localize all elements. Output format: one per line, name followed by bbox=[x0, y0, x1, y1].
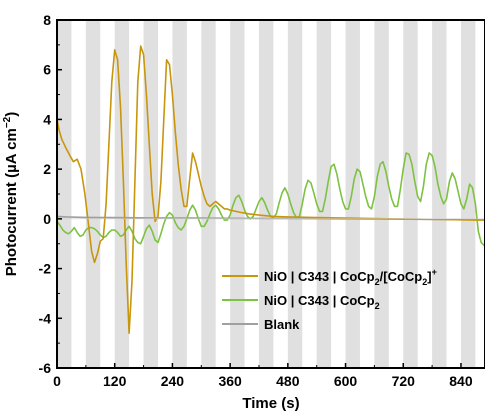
legend-label-part: | bbox=[329, 293, 340, 308]
y-axis-label-close: ) bbox=[3, 112, 20, 117]
x-tick-label: 840 bbox=[449, 373, 473, 389]
y-axis-label-main: Photocurrent (µA cm bbox=[3, 128, 20, 276]
x-axis-ticks: 0 120 240 360 480 600 720 840 bbox=[53, 363, 473, 389]
x-tick-label: 720 bbox=[392, 373, 416, 389]
legend-label-part: CoCp bbox=[340, 269, 375, 284]
y-tick-label: -6 bbox=[39, 360, 52, 376]
dark-period-band bbox=[230, 20, 245, 368]
legend-label-part: 2 bbox=[422, 277, 427, 287]
legend-label-part: | bbox=[287, 269, 298, 284]
legend-label-part: NiO bbox=[264, 269, 287, 284]
legend-label-part: 2 bbox=[375, 301, 380, 311]
y-tick-label: 8 bbox=[43, 12, 51, 28]
dark-period-band bbox=[57, 20, 72, 368]
dark-period-band bbox=[114, 20, 130, 368]
y-tick-label: -2 bbox=[39, 261, 52, 277]
x-tick-label: 480 bbox=[276, 373, 300, 389]
legend-label-part: | bbox=[329, 269, 340, 284]
dark-period-band bbox=[345, 20, 360, 368]
dark-period-band bbox=[201, 20, 216, 368]
x-tick-label: 240 bbox=[161, 373, 185, 389]
dark-period-band bbox=[143, 20, 158, 368]
x-tick-label: 600 bbox=[334, 373, 358, 389]
legend-label: NiO | C343 | CoCp2/[CoCp2]+ bbox=[264, 267, 437, 287]
x-tick-label: 360 bbox=[218, 373, 242, 389]
legend-label-part: + bbox=[432, 267, 437, 277]
legend-label-part: C343 bbox=[298, 269, 329, 284]
dark-period-band bbox=[287, 20, 303, 368]
legend: NiO | C343 | CoCp2/[CoCp2]+NiO | C343 | … bbox=[222, 267, 437, 332]
legend-label-part: 2 bbox=[375, 277, 380, 287]
legend-label: NiO | C343 | CoCp2 bbox=[264, 293, 380, 311]
legend-label-part: ] bbox=[427, 269, 431, 284]
y-axis-ticks: -6 -4 -2 0 2 4 6 8 bbox=[39, 12, 62, 376]
legend-label-part: CoCp bbox=[340, 293, 375, 308]
y-tick-label: 2 bbox=[43, 161, 51, 177]
y-tick-label: 4 bbox=[43, 111, 51, 127]
y-tick-label: 0 bbox=[43, 211, 51, 227]
dark-period-band bbox=[403, 20, 418, 368]
y-axis-label: Photocurrent (µA cm−2) bbox=[2, 112, 20, 277]
y-tick-label: -4 bbox=[39, 310, 52, 326]
legend-label: Blank bbox=[264, 317, 300, 332]
dark-period-band bbox=[172, 20, 187, 368]
dark-period-band bbox=[316, 20, 332, 368]
legend-label-part: NiO bbox=[264, 293, 287, 308]
legend-label-part: C343 bbox=[298, 293, 329, 308]
legend-label-part: Blank bbox=[264, 317, 300, 332]
dark-period-band bbox=[432, 20, 447, 368]
legend-label-part: | bbox=[287, 293, 298, 308]
legend-label-part: /[CoCp bbox=[380, 269, 423, 284]
series-line-cocp2-cocp2plus bbox=[57, 45, 485, 334]
x-tick-label: 120 bbox=[103, 373, 127, 389]
x-axis-label: Time (s) bbox=[242, 395, 299, 412]
light-chopping-bands bbox=[57, 20, 476, 368]
dark-period-band bbox=[85, 20, 101, 368]
y-axis-label-superscript: −2 bbox=[2, 116, 13, 128]
x-tick-label: 0 bbox=[53, 373, 61, 389]
dark-period-band bbox=[258, 20, 274, 368]
y-tick-label: 6 bbox=[43, 62, 51, 78]
dark-period-band bbox=[374, 20, 389, 368]
